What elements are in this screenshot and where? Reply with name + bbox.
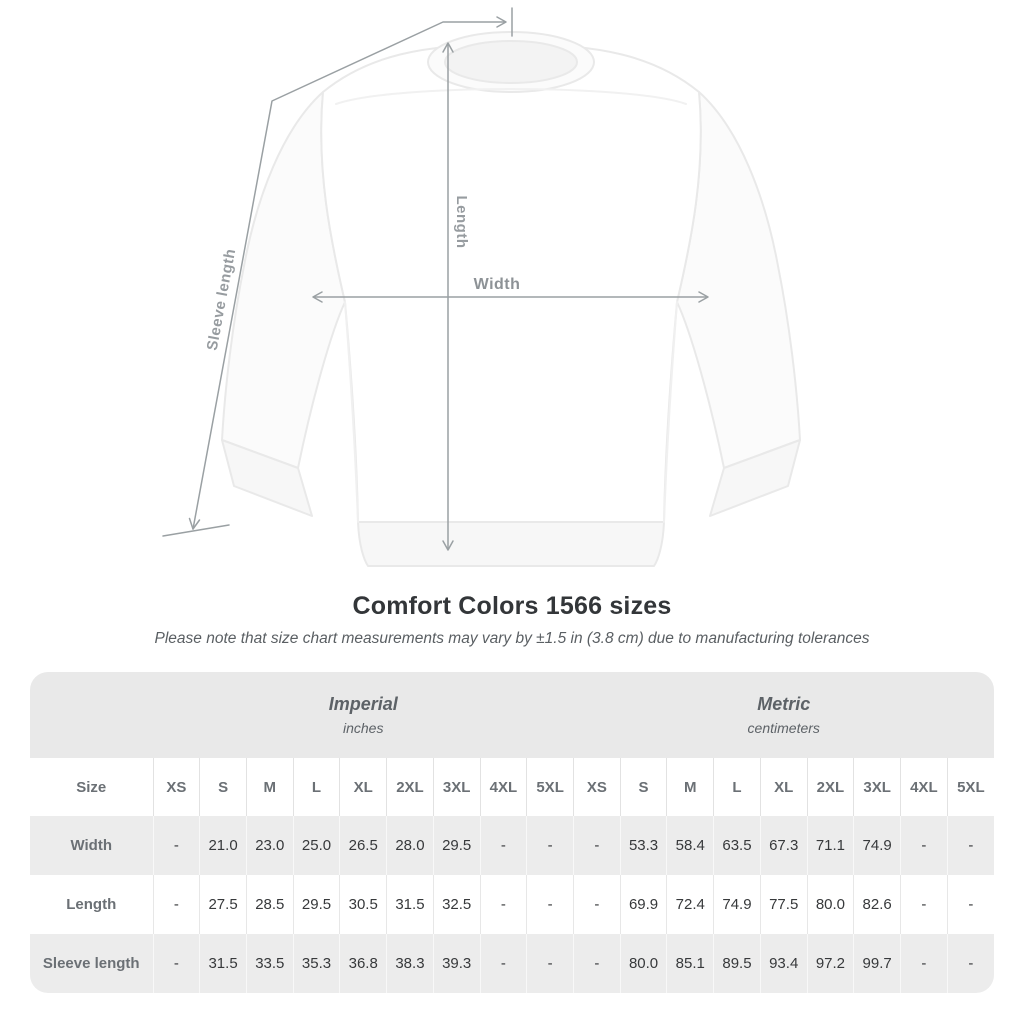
- size-col-header: 5XL: [526, 758, 574, 816]
- imperial-group-header: Imperial inches: [153, 672, 574, 758]
- table-row: Length -27.5 28.5 29.5 30.5 31.5 32.5- - -69.9 72…: [30, 875, 994, 934]
- value-cell: -: [900, 875, 948, 934]
- width-measure-line: [312, 291, 709, 303]
- value-cell: 93.4: [759, 934, 808, 993]
- value-cell: 38.3: [386, 934, 434, 993]
- row-label: Sleeve length: [30, 934, 153, 993]
- size-col-header: L: [713, 758, 761, 816]
- value-cell: 72.4: [666, 875, 714, 934]
- size-col-header: 2XL: [386, 758, 434, 816]
- imperial-unit-label: inches: [343, 720, 384, 736]
- value-cell: 74.9: [713, 875, 761, 934]
- value-cell: -: [152, 875, 200, 934]
- size-chart-table: Imperial inches Metric centimeters Size …: [30, 672, 994, 993]
- value-cell: 63.5: [713, 816, 761, 875]
- size-col-header: 5XL: [946, 758, 994, 816]
- value-cell: 35.3: [292, 934, 340, 993]
- unit-group-header-row: Imperial inches Metric centimeters: [30, 672, 994, 758]
- value-cell: 25.0: [292, 816, 340, 875]
- value-cell: 89.5: [713, 934, 761, 993]
- row-label: Width: [30, 816, 153, 875]
- size-col-header: S: [199, 758, 247, 816]
- value-cell: 39.3: [432, 934, 481, 993]
- value-cell: 30.5: [339, 875, 387, 934]
- size-col-header: 4XL: [479, 758, 527, 816]
- value-cell: -: [946, 934, 994, 993]
- size-col-header: M: [666, 758, 714, 816]
- imperial-label: Imperial: [328, 694, 398, 714]
- garment-measurement-diagram: Sleeve length Length Width: [162, 7, 801, 567]
- value-cell: 29.5: [292, 875, 340, 934]
- value-cell: -: [526, 875, 574, 934]
- value-cell: -: [900, 934, 948, 993]
- value-cell: 71.1: [806, 816, 854, 875]
- sweatshirt-shape: [221, 31, 801, 567]
- value-cell: -: [526, 934, 574, 993]
- value-cell: -: [152, 816, 200, 875]
- value-cell: 23.0: [245, 816, 294, 875]
- width-label: Width: [474, 276, 521, 293]
- value-cell: 53.3: [619, 816, 667, 875]
- metric-label: Metric: [757, 694, 811, 714]
- size-col-header: 3XL: [853, 758, 901, 816]
- value-cell: 32.5: [432, 875, 481, 934]
- length-label: Length: [453, 196, 470, 249]
- row-label: Length: [30, 875, 153, 934]
- value-cell: 31.5: [199, 934, 247, 993]
- table-row: Width -21.0 23.0 25.0 26.5 28.0 29.5- - -53.3 58.…: [30, 816, 994, 875]
- size-col-header: XL: [759, 758, 808, 816]
- size-col-header: XS: [572, 758, 621, 816]
- value-cell: -: [479, 816, 527, 875]
- value-cell: 28.5: [245, 875, 294, 934]
- value-cell: 82.6: [853, 875, 901, 934]
- value-cell: 29.5: [432, 816, 481, 875]
- value-cell: -: [900, 816, 948, 875]
- size-header-row: Size XS S M L XL 2XL 3XL 4XL 5XL XS S M L XL 2XL 3XL 4XL…: [30, 758, 994, 816]
- table-row: Sleeve length -31.5 33.5 35.3 36.8 38.3 39.3- -…: [30, 934, 994, 993]
- value-cell: 80.0: [806, 875, 854, 934]
- size-col-header: 3XL: [432, 758, 481, 816]
- value-cell: 21.0: [199, 816, 247, 875]
- value-cell: -: [946, 875, 994, 934]
- value-cell: 74.9: [853, 816, 901, 875]
- title-block: Comfort Colors 1566 sizes Please note th…: [0, 592, 1024, 648]
- value-cell: 26.5: [339, 816, 387, 875]
- value-cell: 28.0: [386, 816, 434, 875]
- corner-cell: [30, 672, 153, 758]
- size-col-header: XL: [339, 758, 387, 816]
- value-cell: -: [572, 816, 621, 875]
- value-cell: -: [526, 816, 574, 875]
- metric-group-header: Metric centimeters: [573, 672, 994, 758]
- value-cell: -: [152, 934, 200, 993]
- size-col-header: S: [619, 758, 667, 816]
- value-cell: -: [479, 934, 527, 993]
- value-cell: 77.5: [759, 875, 808, 934]
- value-cell: -: [572, 934, 621, 993]
- size-col-header: XS: [152, 758, 200, 816]
- value-cell: 80.0: [619, 934, 667, 993]
- sleeve-length-measure-line: [162, 7, 513, 537]
- value-cell: 69.9: [619, 875, 667, 934]
- size-chart-title: Comfort Colors 1566 sizes: [352, 592, 672, 620]
- value-cell: 27.5: [199, 875, 247, 934]
- value-cell: 36.8: [339, 934, 387, 993]
- value-cell: -: [479, 875, 527, 934]
- value-cell: -: [572, 875, 621, 934]
- value-cell: 58.4: [666, 816, 714, 875]
- size-col-header: L: [292, 758, 340, 816]
- size-column-header: Size: [30, 758, 153, 816]
- value-cell: 99.7: [853, 934, 901, 993]
- value-cell: 31.5: [386, 875, 434, 934]
- value-cell: 33.5: [245, 934, 294, 993]
- metric-unit-label: centimeters: [747, 720, 820, 736]
- tolerance-note: Please note that size chart measurements…: [154, 630, 870, 647]
- value-cell: 85.1: [666, 934, 714, 993]
- value-cell: 67.3: [759, 816, 808, 875]
- sweatshirt-illustration: Sleeve length Length Width: [162, 7, 801, 567]
- size-col-header: M: [245, 758, 294, 816]
- value-cell: 97.2: [806, 934, 854, 993]
- size-col-header: 4XL: [900, 758, 948, 816]
- size-col-header: 2XL: [806, 758, 854, 816]
- value-cell: -: [946, 816, 994, 875]
